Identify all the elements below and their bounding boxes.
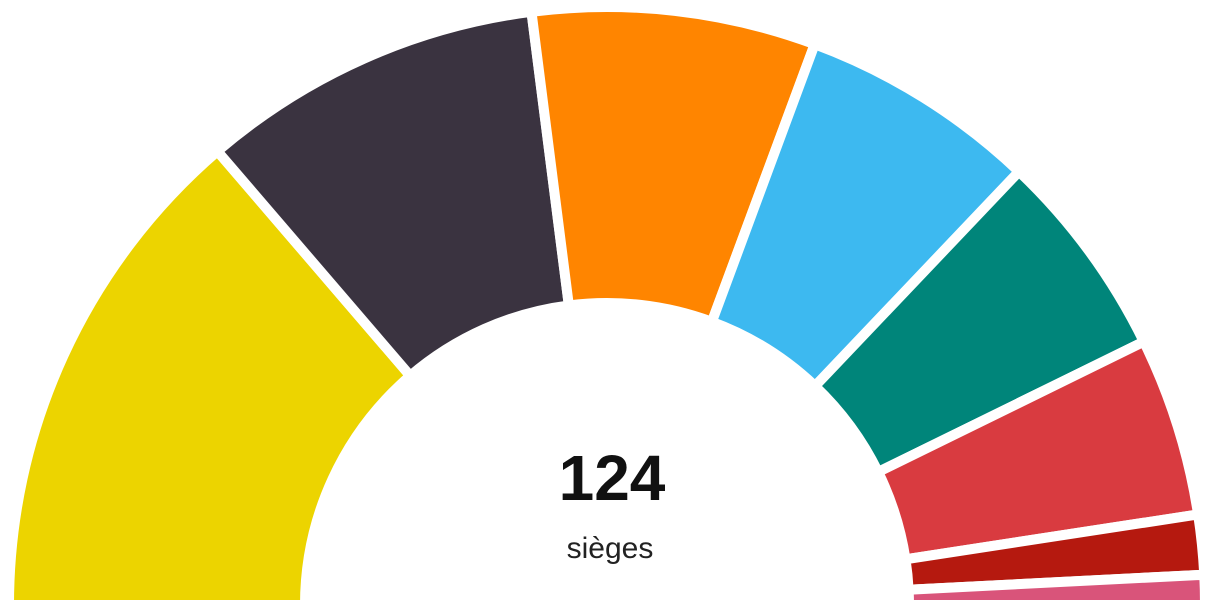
seat-segment [210, 6, 575, 383]
total-seats: 124 [559, 442, 666, 514]
seat-segment [903, 569, 1206, 605]
total-label: sièges [567, 532, 654, 565]
hemicycle [3, 2, 1206, 605]
